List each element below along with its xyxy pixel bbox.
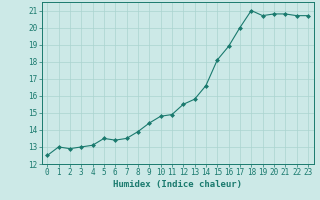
X-axis label: Humidex (Indice chaleur): Humidex (Indice chaleur) — [113, 180, 242, 189]
